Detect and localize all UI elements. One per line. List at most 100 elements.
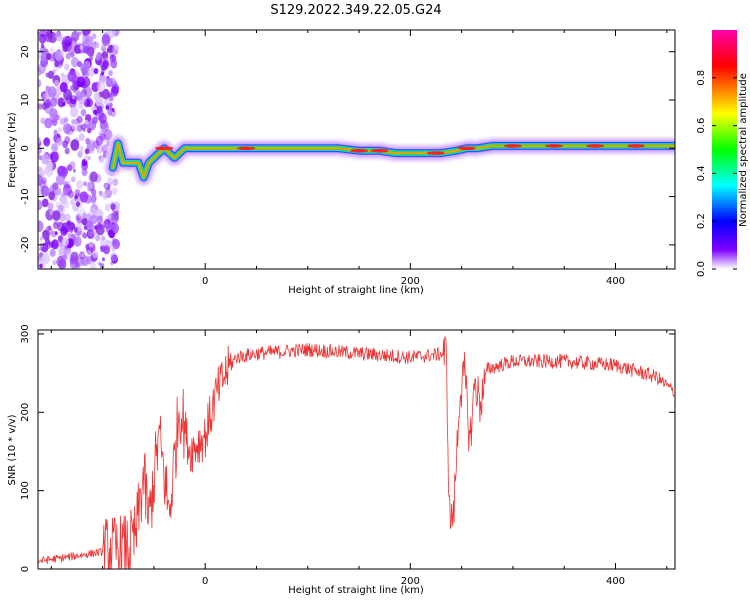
noise-speckle [76, 180, 84, 190]
noise-speckle [59, 82, 68, 93]
noise-speckle [38, 103, 43, 110]
noise-speckle [69, 256, 76, 265]
noise-speckle [38, 79, 42, 88]
noise-speckle [42, 229, 50, 240]
snr-line [38, 336, 675, 569]
noise-speckle [77, 208, 87, 220]
noise-speckle [79, 145, 84, 152]
noise-speckle [106, 47, 111, 53]
noise-speckle [69, 95, 77, 105]
noise-speckle [52, 221, 59, 230]
noise-speckle [39, 236, 43, 241]
noise-speckle [89, 171, 98, 183]
noise-speckle [56, 133, 61, 138]
spectrogram-x-label: Height of straight line (km) [288, 285, 424, 296]
spectrogram-y-label: Frequency (Hz) [7, 112, 18, 188]
noise-speckle [104, 203, 111, 212]
noise-speckle [70, 56, 79, 68]
noise-speckle [58, 212, 66, 222]
noise-speckle [40, 117, 46, 124]
noise-speckle [64, 147, 70, 155]
noise-speckle [102, 59, 110, 69]
x-tick-label: 0 [202, 576, 208, 587]
noise-speckle [92, 250, 99, 259]
colorbar: 0.0 0.2 0.4 0.6 0.8 Normalized spectral ampl… [696, 30, 749, 277]
snr-series [38, 336, 675, 569]
noise-speckle [71, 118, 76, 125]
noise-speckle [81, 168, 88, 177]
noise-speckle [98, 155, 105, 163]
noise-speckle [73, 44, 82, 54]
noise-speckle [41, 198, 49, 208]
noise-speckle [101, 34, 111, 46]
noise-speckle [49, 248, 56, 257]
noise-speckle [47, 202, 54, 210]
noise-speckle [40, 91, 47, 100]
colorbar-tick-label: 0.4 [696, 165, 707, 181]
spectrogram-y-ticks: -20 -10 0 10 20 [20, 45, 675, 253]
noise-speckle [53, 80, 60, 87]
snr-x-label: Height of straight line (km) [288, 585, 424, 596]
y-tick-label: -10 [20, 188, 31, 204]
noise-speckle [82, 232, 88, 239]
noise-speckle [60, 72, 65, 77]
colorbar-tick-label: 0.8 [696, 70, 707, 86]
colorbar-label: Normalized spectral amplitude [738, 73, 749, 227]
colorbar-gradient [712, 30, 737, 269]
noise-speckle [46, 52, 52, 61]
noise-speckle [98, 190, 102, 196]
noise-speckle [105, 104, 110, 110]
noise-speckle [57, 127, 63, 133]
noise-speckle [47, 86, 57, 98]
noise-speckle [95, 223, 105, 236]
noise-speckle [112, 178, 119, 186]
noise-speckle [83, 86, 93, 98]
y-tick-label: 0 [20, 566, 31, 572]
noise-speckle [49, 108, 58, 119]
noise-speckle [64, 136, 71, 144]
noise-speckle [111, 187, 118, 195]
noise-speckle [103, 245, 110, 255]
y-tick-label: 200 [20, 403, 31, 422]
noise-speckle [55, 31, 63, 42]
noise-speckle [81, 217, 88, 226]
noise-speckle [93, 68, 99, 75]
noise-speckle [76, 115, 83, 124]
noise-speckle [110, 203, 116, 211]
noise-speckle [86, 46, 95, 57]
snr-y-ticks: 0 100 200 300 [20, 324, 675, 572]
noise-speckle [98, 261, 102, 266]
noise-speckle [93, 109, 98, 115]
noise-speckle [70, 85, 74, 91]
noise-speckle [71, 176, 76, 183]
noise-speckle [39, 263, 43, 269]
noise-speckle [101, 71, 105, 76]
noise-speckle [82, 127, 86, 132]
noise-speckle [101, 235, 106, 241]
noise-speckle [112, 239, 121, 250]
y-tick-label: -20 [20, 237, 31, 253]
ridge-hot-spot [155, 146, 174, 151]
noise-speckle [51, 118, 58, 126]
noise-speckle [74, 195, 78, 200]
noise-speckle [113, 48, 117, 53]
noise-speckle [42, 153, 51, 165]
noise-speckle [58, 204, 64, 212]
noise-speckle [77, 81, 82, 88]
noise-speckle [87, 127, 92, 134]
noise-speckle [86, 181, 94, 191]
noise-speckle [84, 148, 90, 155]
noise-speckle [67, 180, 71, 185]
noise-speckle [70, 106, 79, 118]
noise-speckle [71, 94, 76, 100]
noise-speckle [106, 222, 113, 231]
noise-speckle [86, 213, 92, 220]
noise-speckle [70, 198, 75, 206]
noise-speckle [81, 253, 85, 258]
noise-speckle [59, 166, 69, 178]
noise-speckle [52, 259, 57, 266]
noise-speckle [95, 60, 99, 65]
noise-speckle [45, 32, 53, 43]
noise-speckle [51, 239, 59, 250]
